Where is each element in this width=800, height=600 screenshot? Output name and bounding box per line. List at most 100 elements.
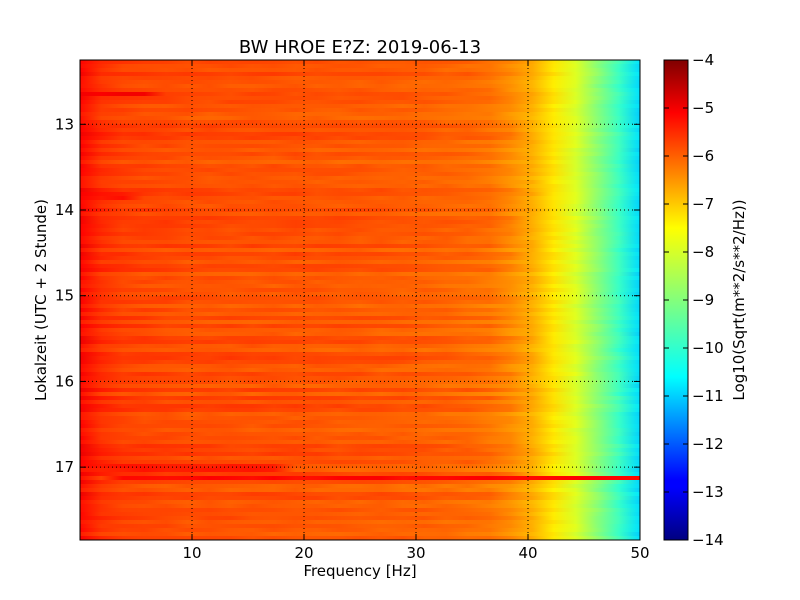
heatmap-row [80, 180, 640, 185]
heatmap-row [80, 328, 640, 333]
heatmap-row [80, 520, 640, 525]
heatmap-row [80, 396, 640, 401]
heatmap-row [80, 216, 640, 221]
heatmap-row [80, 316, 640, 321]
heatmap-row [80, 168, 640, 173]
heatmap-row [80, 372, 640, 377]
heatmap-row [80, 60, 640, 65]
heatmap-row [80, 64, 640, 69]
heatmap-row [80, 356, 640, 361]
colorbar-ticks: −4 −5 −6 −7 −8 −9 −10 −11 −12 −13 −14 [664, 51, 724, 549]
heatmap-row [80, 304, 640, 309]
heatmap-row [80, 468, 640, 473]
x-tick-label: 20 [294, 544, 313, 562]
heatmap-row [80, 536, 640, 540]
heatmap-row [80, 384, 640, 389]
heatmap-row [80, 360, 640, 365]
heatmap-row [80, 120, 640, 125]
heatmap-row [80, 200, 640, 205]
heatmap-row [80, 276, 640, 281]
heatmap-row [80, 308, 640, 313]
heatmap-row [80, 296, 640, 301]
heatmap-row [80, 492, 640, 497]
heatmap-row [80, 312, 640, 317]
colorbar-label: Log10(Sqrt(m**2/s**2/Hz)) [730, 199, 748, 400]
heatmap-row [80, 320, 640, 325]
heatmap-row [80, 352, 640, 357]
heatmap-row [80, 256, 640, 261]
heatmap-row [80, 88, 640, 93]
heatmap-row [80, 196, 640, 201]
colorbar-tick-label: −11 [692, 387, 724, 405]
heatmap-row [80, 408, 640, 413]
heatmap-row [80, 524, 640, 529]
y-axis-ticks: 13 14 15 16 17 [55, 115, 640, 476]
heatmap-row [80, 532, 640, 537]
heatmap-row [80, 460, 640, 465]
heatmap-row [80, 92, 640, 97]
heatmap-row [80, 452, 640, 457]
y-axis-label: Lokalzeit (UTC + 2 Stunde) [32, 199, 50, 401]
heatmap-row [80, 512, 640, 517]
heatmap-row [80, 268, 640, 273]
heatmap-row [80, 340, 640, 345]
heatmap-row [80, 144, 640, 149]
colorbar-tick-label: −4 [692, 51, 714, 69]
heatmap-row [80, 464, 640, 469]
heatmap-row [80, 348, 640, 353]
heatmap-row [80, 480, 640, 485]
heatmap-row [80, 172, 640, 177]
heatmap-row [80, 436, 640, 441]
heatmap-row [80, 204, 640, 209]
heatmap-row [80, 336, 640, 341]
heatmap-row [80, 240, 640, 245]
heatmap-row [80, 148, 640, 153]
heatmap-row [80, 68, 640, 73]
heatmap-row [80, 428, 640, 433]
colorbar-tick-label: −10 [692, 339, 724, 357]
heatmap-row [80, 164, 640, 169]
heatmap-row [80, 448, 640, 453]
heatmap-row [80, 376, 640, 381]
colorbar-tick-label: −6 [692, 147, 714, 165]
heatmap-row [80, 272, 640, 277]
heatmap-row [80, 76, 640, 81]
colorbar: −4 −5 −6 −7 −8 −9 −10 −11 −12 −13 −14 Log10(Sqrt(m… [663, 51, 748, 549]
heatmap-row [80, 244, 640, 249]
y-tick-label: 13 [55, 115, 74, 133]
colorbar-tick-label: −14 [692, 531, 724, 549]
heatmap-row [80, 84, 640, 89]
heatmap-row [80, 388, 640, 393]
heatmap-row [80, 264, 640, 269]
heatmap-row [80, 228, 640, 233]
heatmap-row [80, 260, 640, 265]
heatmap-row [80, 136, 640, 141]
colorbar-tick-label: −8 [692, 243, 714, 261]
x-tick-label: 10 [182, 544, 201, 562]
heatmap-row [80, 440, 640, 445]
heatmap-row [80, 420, 640, 425]
heatmap-row [80, 432, 640, 437]
heatmap-row [80, 140, 640, 145]
heatmap-row [80, 72, 640, 77]
heatmap-row [80, 176, 640, 181]
heatmap-row [80, 496, 640, 501]
y-tick-label: 14 [55, 201, 74, 219]
heatmap-row [80, 400, 640, 405]
heatmap-row [80, 332, 640, 337]
heatmap-row [80, 160, 640, 165]
plot-frame [79, 59, 641, 541]
heatmap-row [80, 248, 640, 253]
heatmap-row [80, 112, 640, 117]
heatmap-row [80, 412, 640, 417]
colorbar-tick-label: −12 [692, 435, 724, 453]
heatmap-row [80, 252, 640, 257]
heatmap-row [80, 124, 640, 129]
heatmap-row [80, 288, 640, 293]
colorbar-tick-label: −5 [692, 99, 714, 117]
colorbar-tick-label: −9 [692, 291, 714, 309]
heatmap-row [80, 508, 640, 513]
heatmap-row [80, 444, 640, 449]
heatmap-row [80, 192, 640, 197]
heatmap-row [80, 456, 640, 461]
